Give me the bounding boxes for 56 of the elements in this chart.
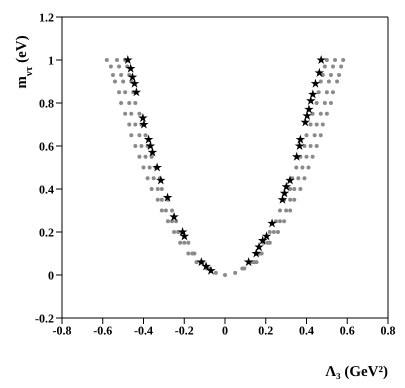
point	[123, 55, 133, 64]
point	[278, 194, 288, 204]
point	[201, 261, 211, 270]
point	[258, 236, 268, 245]
y-tick-label: 0	[48, 268, 54, 282]
x-axis-title: Λ₃ (GeV²)	[325, 364, 388, 380]
point	[306, 96, 316, 105]
point	[310, 78, 320, 88]
point	[138, 113, 148, 122]
x-tick-label: 0.4	[299, 324, 314, 338]
point	[128, 72, 138, 82]
point	[282, 182, 292, 191]
point	[316, 55, 326, 64]
point	[144, 134, 154, 144]
point	[296, 134, 306, 144]
point	[130, 78, 140, 88]
y-tick-label: 1.2	[39, 10, 54, 24]
point	[162, 192, 172, 202]
x-tick-label: 0.8	[380, 324, 396, 338]
point	[251, 248, 261, 258]
point	[262, 231, 272, 240]
y-tick-label: 1	[48, 53, 54, 68]
point	[156, 175, 166, 184]
y-tick-label: 0.8	[39, 96, 54, 110]
y-tick-label: 0.4	[39, 182, 54, 196]
point	[254, 242, 264, 252]
point	[294, 141, 304, 150]
point	[300, 117, 310, 126]
point	[285, 175, 295, 184]
y-tick-label: -0.2	[35, 311, 54, 326]
point	[152, 162, 162, 172]
x-tick-label: 0	[222, 324, 228, 338]
point	[206, 266, 216, 275]
point	[180, 231, 190, 240]
point	[292, 152, 302, 161]
point	[267, 218, 277, 228]
point	[244, 257, 254, 266]
x-tick-label: -0.8	[52, 324, 72, 338]
y-tick-label: 0.6	[39, 139, 54, 154]
point	[308, 89, 318, 98]
point	[132, 87, 142, 96]
point	[302, 110, 312, 120]
x-tick-label: -0.6	[93, 324, 112, 338]
point	[146, 141, 156, 150]
point	[304, 104, 314, 114]
point	[169, 212, 179, 221]
y-tick-label: 0.2	[39, 225, 54, 240]
point	[126, 64, 136, 73]
x-tick-label: 0.2	[258, 324, 274, 338]
x-tick-label: 0.6	[340, 324, 355, 338]
point	[196, 257, 206, 266]
point	[139, 120, 149, 129]
point	[148, 147, 158, 156]
point	[314, 68, 324, 77]
x-tick-label: -0.4	[134, 324, 153, 338]
x-tick-label: -0.2	[174, 324, 194, 338]
